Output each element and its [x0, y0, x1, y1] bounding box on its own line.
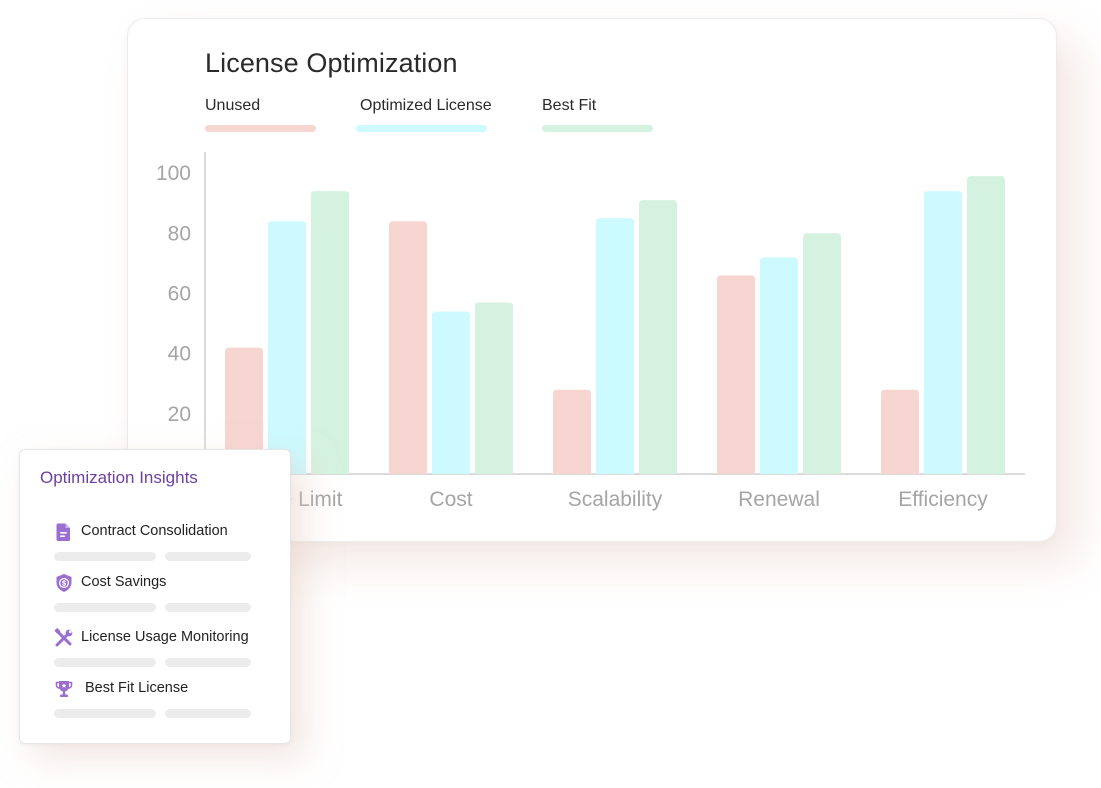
- legend-label-optimized-license: Optimized License: [360, 97, 492, 114]
- bar-unused: [717, 275, 755, 474]
- placeholder-bar: [54, 603, 156, 612]
- bar-best-fit: [475, 302, 513, 474]
- bar-best-fit: [639, 200, 677, 474]
- legend-swatch-best-fit: [542, 125, 653, 132]
- bar-best-fit: [967, 176, 1005, 474]
- tools-icon: [54, 628, 73, 647]
- document-icon: [56, 523, 70, 541]
- y-tick-label: 100: [156, 162, 191, 185]
- legend-label-best-fit: Best Fit: [542, 97, 597, 114]
- insights-title: Optimization Insights: [40, 468, 198, 487]
- y-tick-label: 20: [168, 403, 191, 426]
- insight-label: Best Fit License: [85, 680, 189, 696]
- insight-item-cost-savings[interactable]: $ Cost Savings: [54, 573, 274, 613]
- bar-unused: [553, 389, 591, 474]
- bar-optimized-license: [924, 191, 962, 474]
- y-tick-label: 40: [168, 343, 191, 366]
- y-tick-label: 80: [168, 222, 191, 245]
- bar-best-fit: [311, 191, 349, 474]
- insight-item-contract-consolidation[interactable]: Contract Consolidation: [54, 522, 274, 562]
- placeholder-bar: [165, 552, 251, 561]
- bar-unused: [881, 389, 919, 474]
- dollar-shield-icon: $: [56, 574, 72, 592]
- legend-item-optimized-license: Optimized License: [356, 97, 492, 132]
- x-tick-label: Efficiency: [898, 488, 988, 511]
- legend-swatch-optimized-license: [356, 125, 487, 132]
- insights-panel: Optimization Insights Contract Consolida…: [19, 449, 291, 744]
- bar-best-fit: [803, 233, 841, 474]
- placeholder-bar: [165, 709, 251, 718]
- placeholder-bar: [54, 658, 156, 667]
- placeholder-bar: [165, 658, 251, 667]
- placeholder-bar: [54, 552, 156, 561]
- chart-title: License Optimization: [205, 48, 458, 78]
- x-tick-label: Renewal: [738, 488, 820, 511]
- legend-label-unused: Unused: [205, 97, 261, 114]
- bar-optimized-license: [596, 218, 634, 474]
- legend-item-unused: Unused: [205, 97, 316, 132]
- bar-optimized-license: [432, 311, 470, 474]
- x-tick-label: Scalability: [568, 488, 663, 511]
- trophy-icon: [55, 681, 73, 697]
- placeholder-bar: [165, 603, 251, 612]
- placeholder-bar: [54, 709, 156, 718]
- insight-item-best-fit-license[interactable]: Best Fit License: [54, 679, 274, 719]
- bar-unused: [225, 347, 263, 474]
- insight-label: License Usage Monitoring: [81, 629, 249, 645]
- bar-optimized-license: [268, 221, 306, 474]
- insight-label: Cost Savings: [81, 574, 167, 590]
- y-tick-label: 60: [168, 282, 191, 305]
- insight-label: Contract Consolidation: [81, 523, 228, 539]
- legend-item-best-fit: Best Fit: [542, 97, 653, 132]
- bar-unused: [389, 221, 427, 474]
- legend-swatch-unused: [205, 125, 316, 132]
- svg-text:$: $: [62, 580, 67, 588]
- insight-item-license-usage-monitoring[interactable]: License Usage Monitoring: [54, 628, 274, 668]
- x-tick-label: Cost: [429, 488, 472, 511]
- bar-optimized-license: [760, 257, 798, 474]
- bar-chart: 20406080100Usage LimitCostScalabilityRen…: [156, 152, 1025, 511]
